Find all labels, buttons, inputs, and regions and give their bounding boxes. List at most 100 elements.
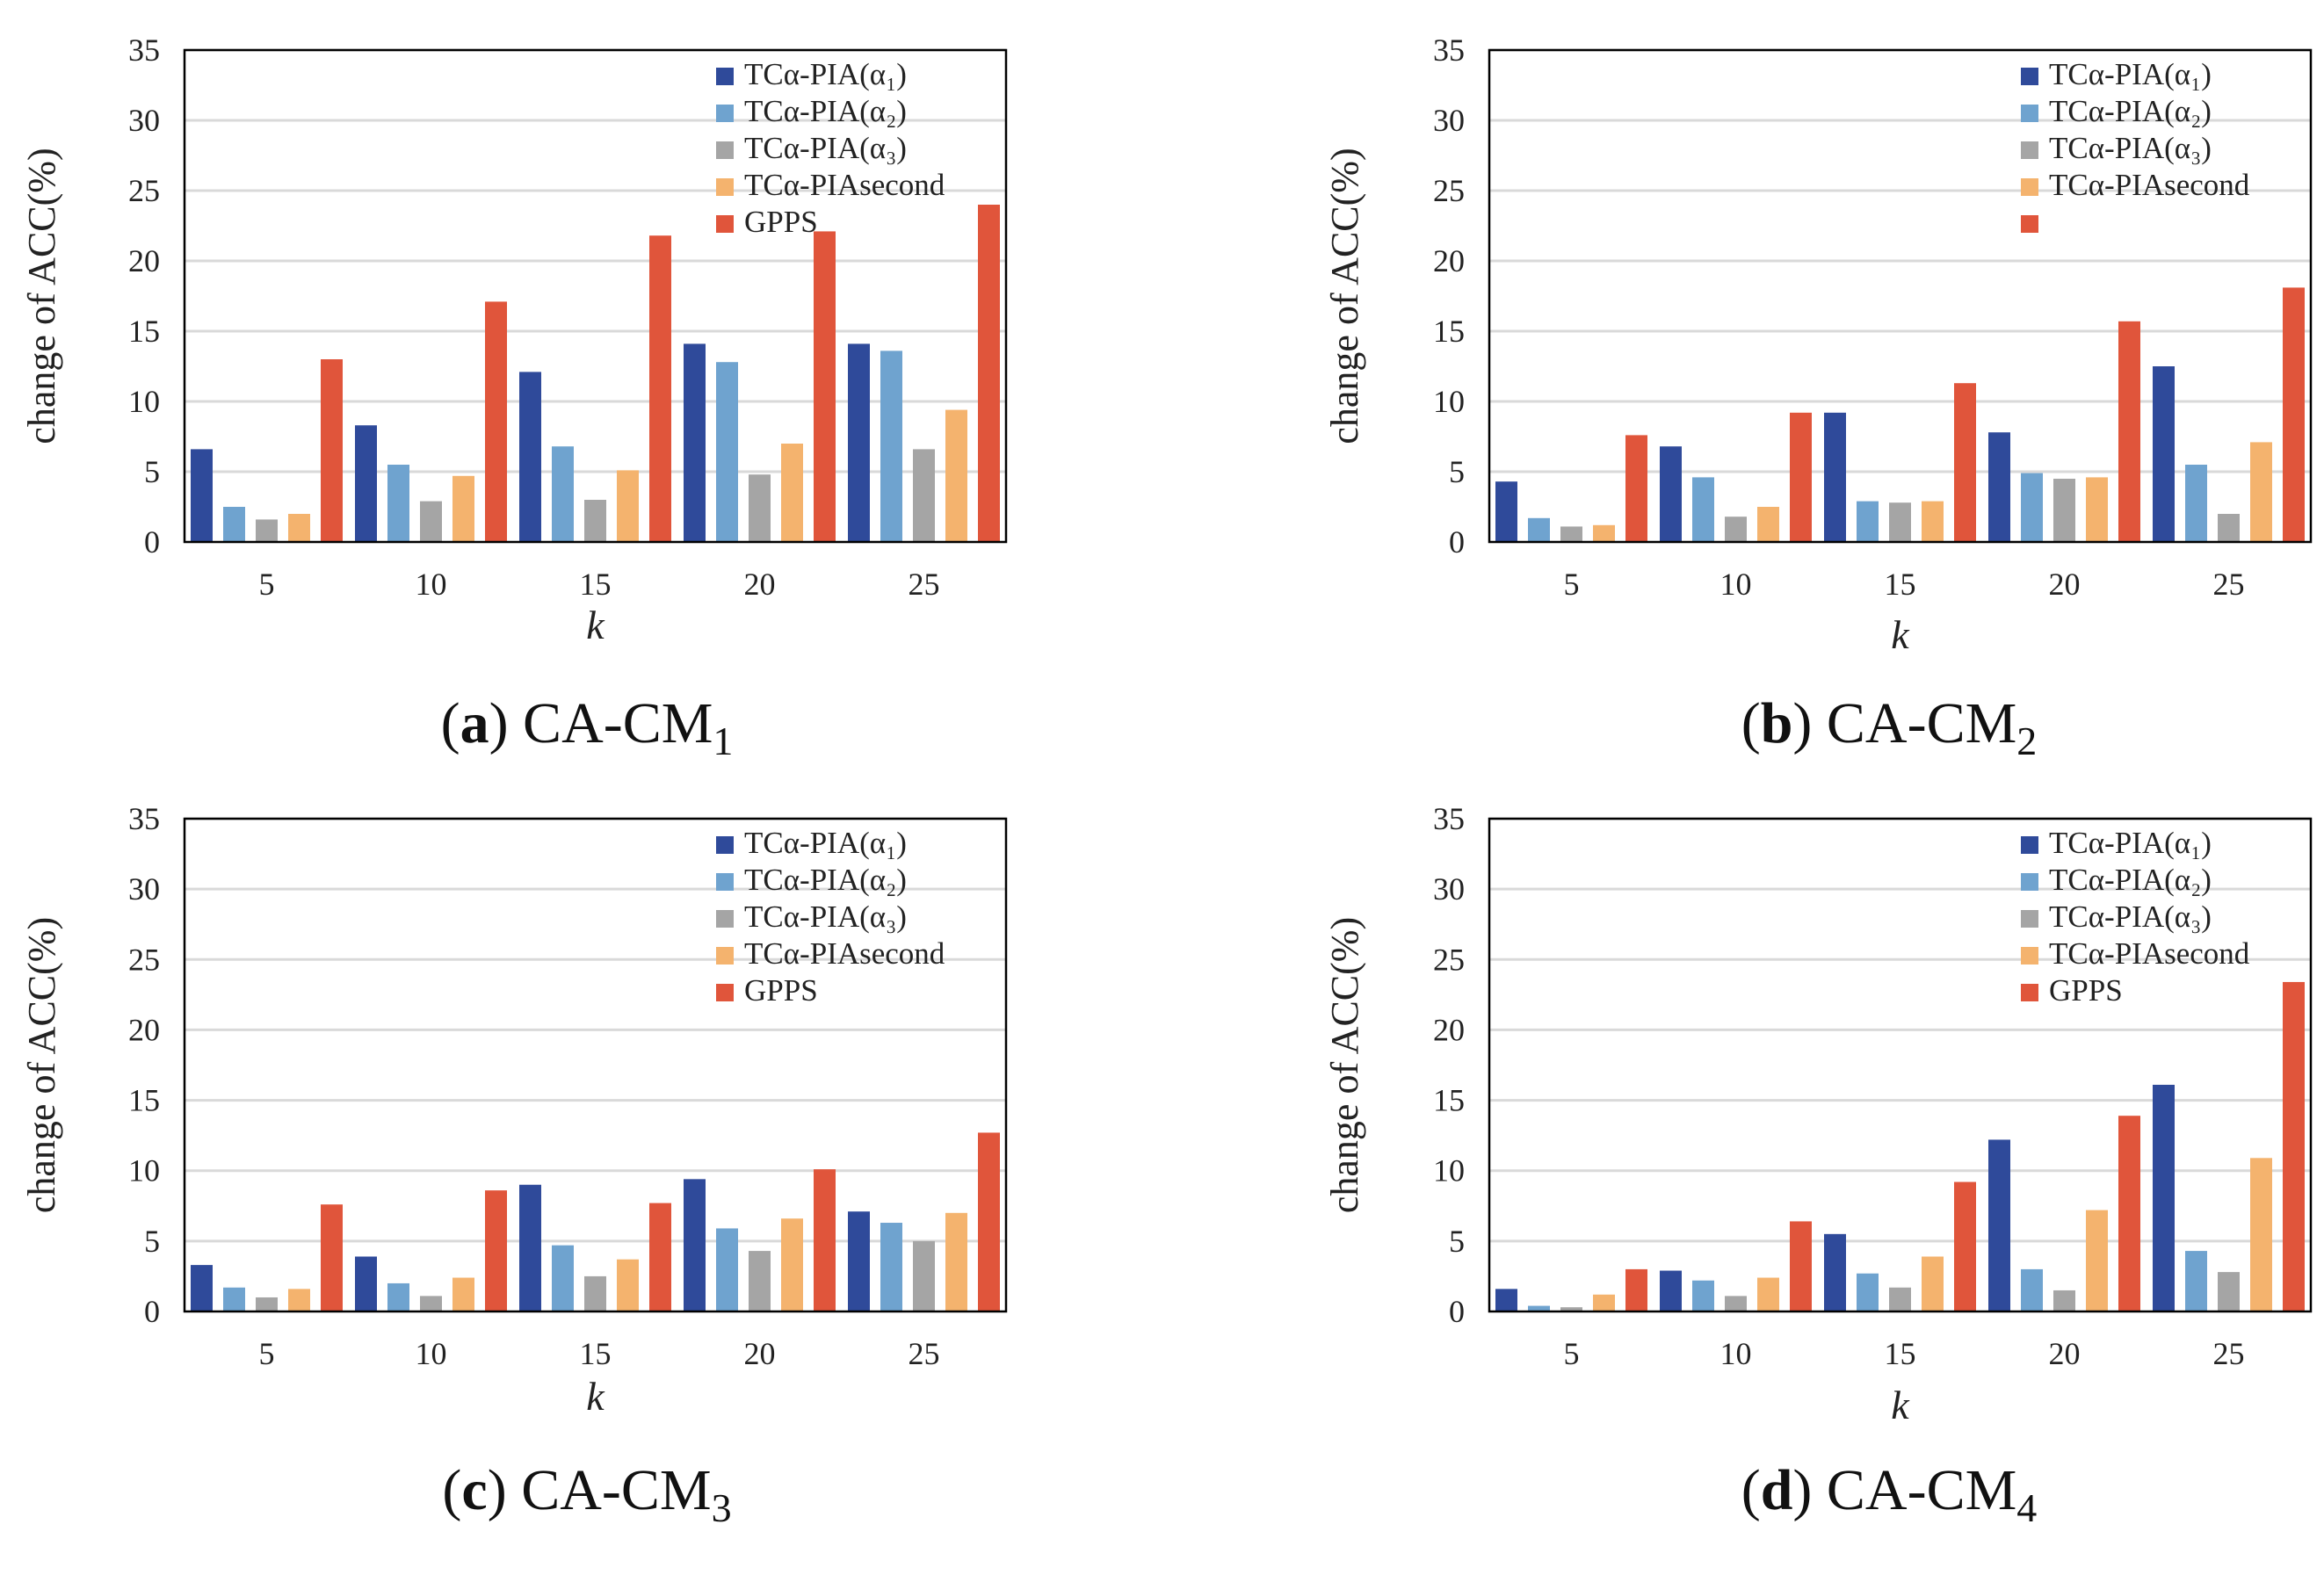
bar [684, 343, 706, 542]
caption-letter: d [1761, 1458, 1793, 1522]
x-tick-label: 5 [259, 1336, 275, 1371]
x-tick-label: 5 [1564, 1336, 1580, 1371]
x-tick-label: 10 [416, 1336, 447, 1371]
caption-letter: a [460, 691, 489, 755]
x-axis-label: k [586, 1374, 605, 1419]
legend-label: TCα-PIA(α₂) [2049, 863, 2212, 897]
y-tick-label: 15 [1433, 1083, 1465, 1118]
x-tick-label: 5 [259, 567, 275, 602]
legend-label: TCα-PIA(α₃) [2049, 899, 2212, 934]
y-tick-label: 30 [1433, 103, 1465, 138]
x-tick-label: 5 [1564, 567, 1580, 602]
bar [191, 449, 213, 542]
bar [387, 1282, 409, 1311]
caption-subscript: 3 [712, 1485, 732, 1530]
bar [1922, 1256, 1944, 1311]
bar [978, 205, 1000, 542]
bar [256, 519, 278, 542]
caption-paren-open: ( [441, 691, 460, 755]
y-tick-label: 20 [1433, 1012, 1465, 1047]
bar [519, 372, 541, 542]
bar [485, 1190, 507, 1311]
bar [321, 1204, 343, 1311]
caption-paren-close: ) [1792, 691, 1826, 755]
caption-subscript: 4 [2016, 1485, 2037, 1530]
bar [814, 1169, 836, 1311]
y-tick-label: 25 [1433, 942, 1465, 977]
legend-swatch [716, 68, 734, 85]
caption-paren-open: ( [1741, 691, 1761, 755]
y-tick-label: 5 [1449, 1224, 1465, 1259]
legend-label: TCα-PIA(α₁) [744, 826, 907, 860]
caption-name: CA-CM [1827, 1458, 2016, 1522]
bar [1495, 1289, 1517, 1311]
caption-paren-open: ( [1741, 1458, 1761, 1522]
bar [452, 475, 474, 542]
bar [749, 1251, 771, 1311]
legend-swatch [2021, 105, 2038, 122]
x-tick-label: 15 [1885, 1336, 1916, 1371]
bar [1757, 507, 1779, 542]
legend-swatch [716, 141, 734, 159]
bar [1560, 1307, 1582, 1311]
bar [848, 343, 870, 542]
bar [913, 449, 935, 542]
y-tick-label: 0 [1449, 524, 1465, 560]
caption-name: CA-CM [523, 691, 713, 755]
bar [1824, 1233, 1846, 1311]
legend-label: GPPS [744, 973, 818, 1008]
y-tick-label: 30 [1433, 871, 1465, 907]
bar [2153, 1084, 2175, 1311]
y-tick-label: 30 [128, 103, 160, 138]
bar [2250, 442, 2272, 542]
bar [223, 1287, 245, 1311]
bar [781, 1218, 803, 1311]
legend-label: TCα-PIA(α₁) [2049, 826, 2212, 860]
bar [880, 350, 902, 542]
bar [649, 1203, 671, 1311]
caption-paren-close: ) [488, 1458, 521, 1522]
bar [1889, 502, 1911, 542]
legend-label: TCα-PIA(α₁) [744, 57, 907, 91]
x-tick-label: 15 [580, 1336, 612, 1371]
caption-name: CA-CM [521, 1458, 711, 1522]
legend-label: TCα-PIA(α₃) [744, 131, 907, 165]
legend-swatch [2021, 215, 2038, 233]
legend-swatch [2021, 836, 2038, 854]
x-tick-label: 20 [744, 1336, 776, 1371]
bar [1954, 1181, 1976, 1311]
legend-swatch [716, 947, 734, 965]
bar [321, 359, 343, 542]
legend-label: TCα-PIAsecond [744, 168, 945, 202]
bar [256, 1297, 278, 1311]
bar [223, 507, 245, 542]
bar [1692, 1280, 1714, 1311]
x-axis-label: k [1891, 612, 1910, 657]
caption-letter: c [461, 1458, 487, 1522]
legend-label: TCα-PIAsecond [2049, 168, 2250, 202]
x-tick-label: 10 [1720, 567, 1752, 602]
bar [1692, 477, 1714, 542]
legend-swatch [716, 105, 734, 122]
x-tick-label: 25 [909, 567, 940, 602]
y-tick-label: 35 [1433, 33, 1465, 68]
bar [420, 1296, 442, 1311]
bar [355, 1256, 377, 1311]
bar [2021, 1268, 2043, 1311]
bar [2218, 514, 2240, 542]
legend-label: GPPS [744, 205, 818, 239]
caption-paren-open: ( [442, 1458, 461, 1522]
legend-swatch [716, 178, 734, 196]
panel-caption: (b) CA-CM2 [1741, 691, 2038, 763]
y-tick-label: 5 [144, 1224, 160, 1259]
bar [2153, 366, 2175, 542]
bar [1922, 501, 1944, 542]
y-tick-label: 10 [1433, 384, 1465, 419]
y-tick-label: 30 [128, 871, 160, 907]
bar [716, 362, 738, 542]
bar [2053, 479, 2075, 542]
bar [1660, 446, 1682, 542]
legend-label: TCα-PIA(α₁) [2049, 57, 2212, 91]
bar [191, 1265, 213, 1311]
